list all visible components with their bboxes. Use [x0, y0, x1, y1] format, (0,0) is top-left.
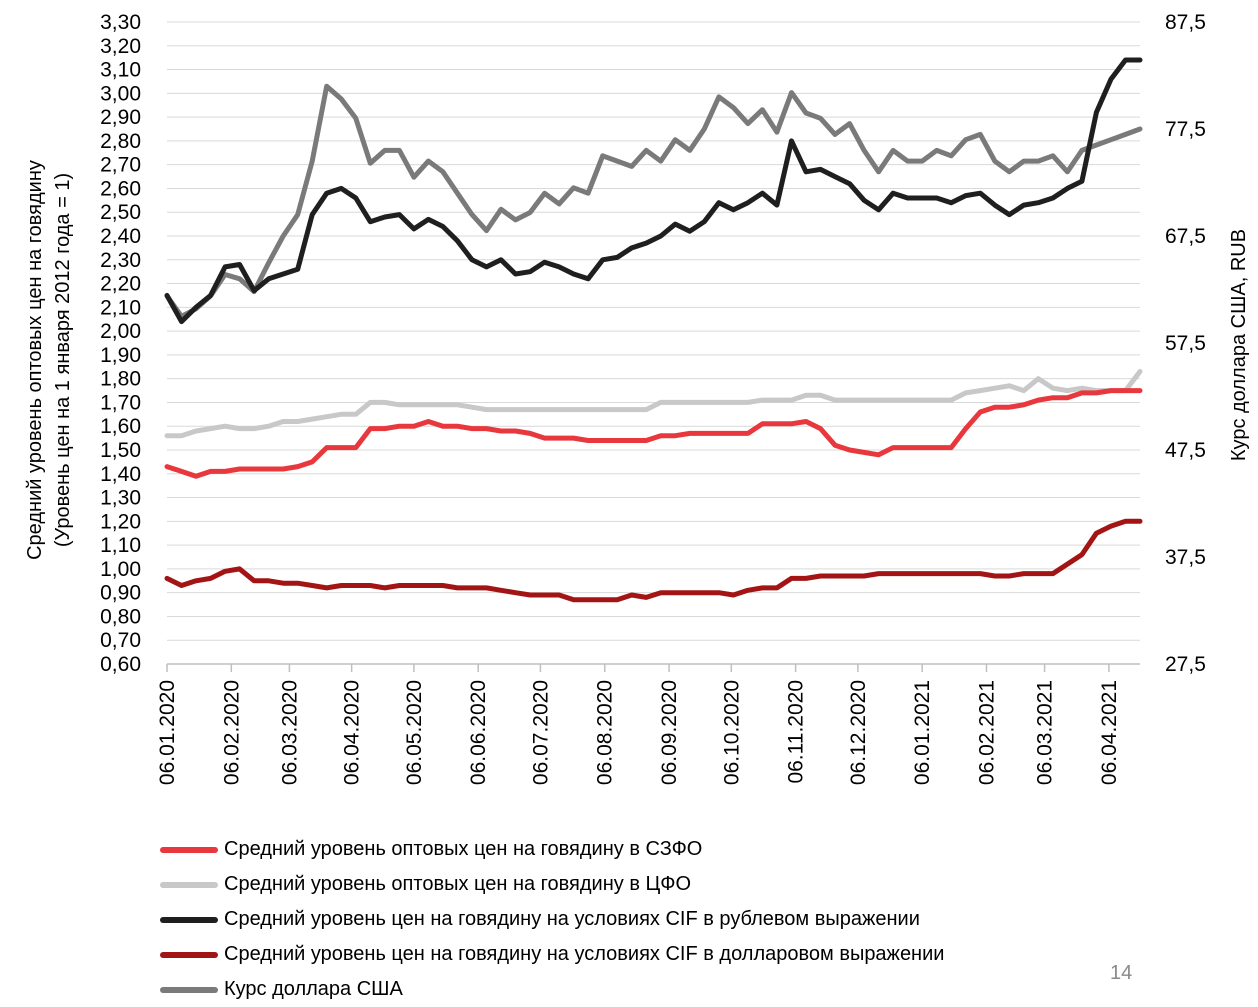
legend-swatch-cfo — [160, 881, 218, 888]
y-right-tick-label: 67,5 — [1165, 225, 1206, 248]
y-axis-left-title-line-2: (Уровень цен на 1 января 2012 года = 1) — [52, 173, 74, 547]
y-left-tick-label: 1,30 — [100, 487, 141, 510]
y-axis-left-title-line-1: Средний уровень оптовых цен на говядину — [24, 160, 46, 560]
x-tick-label: 06.03.2020 — [278, 680, 301, 785]
x-tick-label: 06.08.2020 — [594, 680, 617, 785]
y-left-tick-label: 2,50 — [100, 201, 141, 224]
y-left-tick-label: 3,20 — [100, 35, 141, 58]
y-left-tick-label: 1,80 — [100, 368, 141, 391]
legend-item-cfo: Средний уровень оптовых цен на говядину … — [160, 867, 944, 902]
y-left-tick-label: 3,00 — [100, 82, 141, 105]
y-right-tick-label: 37,5 — [1165, 546, 1206, 569]
y-right-tick-label: 87,5 — [1165, 11, 1206, 34]
series-line-2 — [164, 57, 1143, 325]
legend-item-usd-rate: Курс доллара США — [160, 972, 944, 1007]
x-tick-label: 06.01.2021 — [911, 680, 934, 785]
gridlines — [167, 21, 1140, 665]
y-left-tick-label: 2,40 — [100, 225, 141, 248]
x-tick-label: 06.11.2020 — [785, 680, 808, 784]
x-tick-label: 06.10.2020 — [720, 680, 743, 785]
y-left-tick-label: 2,20 — [100, 273, 141, 296]
y-left-tick-label: 2,30 — [100, 249, 141, 272]
line-chart: 0,600,700,800,901,001,101,201,301,401,50… — [24, 11, 1250, 785]
y-left-tick-label: 1,60 — [100, 415, 141, 438]
y-left-tick-label: 1,10 — [100, 534, 141, 557]
x-tick-label: 06.04.2020 — [341, 680, 364, 785]
x-tick-label: 06.03.2021 — [1034, 680, 1057, 785]
y-left-tick-label: 1,40 — [100, 463, 141, 486]
x-tick-label: 06.05.2020 — [403, 680, 426, 785]
legend-label-usd-rate: Курс доллара США — [224, 978, 403, 1000]
x-tick-label: 06.06.2020 — [467, 680, 490, 785]
x-tick-label: 06.04.2021 — [1098, 680, 1121, 785]
x-tick-label: 06.07.2020 — [529, 680, 552, 785]
legend-label-cfo: Средний уровень оптовых цен на говядину … — [224, 873, 692, 895]
y-right-tick-label: 77,5 — [1165, 118, 1206, 141]
y-left-tick-label: 1,90 — [100, 344, 141, 367]
legend-label-szfo: Средний уровень оптовых цен на говядину … — [224, 838, 703, 860]
legend-label-cif-rub: Средний уровень цен на говядину на услов… — [224, 908, 920, 930]
y-left-tick-label: 0,60 — [100, 653, 141, 676]
legend-item-cif-rub: Средний уровень цен на говядину на услов… — [160, 902, 944, 937]
y-right-tick-label: 27,5 — [1165, 653, 1206, 676]
y-right-tick-label: 57,5 — [1165, 332, 1206, 355]
y-left-tick-label: 1,00 — [100, 558, 141, 581]
x-tick-label: 06.01.2020 — [156, 680, 179, 785]
legend-swatch-usd-rate — [160, 986, 218, 993]
legend: Средний уровень оптовых цен на говядину … — [160, 832, 944, 1007]
legend-swatch-cif-rub — [160, 916, 218, 923]
y-right-tick-label: 47,5 — [1165, 439, 1206, 462]
axes: 0,600,700,800,901,001,101,201,301,401,50… — [100, 11, 1206, 785]
y-axis-right-title: Курс доллара США, RUB — [1228, 229, 1250, 461]
series-line-3 — [164, 518, 1143, 603]
x-tick-label: 06.12.2020 — [847, 680, 870, 785]
series-line-0 — [164, 388, 1143, 479]
y-left-tick-label: 1,70 — [100, 391, 141, 414]
legend-item-cif-usd: Средний уровень цен на говядину на услов… — [160, 937, 944, 972]
x-tick-label: 06.02.2021 — [975, 680, 998, 785]
y-left-tick-label: 3,10 — [100, 59, 141, 82]
y-left-tick-label: 0,80 — [100, 605, 141, 628]
y-left-tick-label: 2,90 — [100, 106, 141, 129]
x-tick-label: 06.02.2020 — [220, 680, 243, 785]
y-left-tick-label: 0,70 — [100, 629, 141, 652]
series-line-4 — [164, 83, 1143, 319]
y-left-tick-label: 1,50 — [100, 439, 141, 462]
y-left-tick-label: 0,90 — [100, 582, 141, 605]
legend-swatch-szfo — [160, 846, 218, 853]
y-left-tick-label: 2,10 — [100, 296, 141, 319]
legend-swatch-cif-usd — [160, 951, 218, 958]
legend-item-szfo: Средний уровень оптовых цен на говядину … — [160, 832, 944, 867]
series-lines — [164, 57, 1143, 603]
y-left-tick-label: 2,80 — [100, 130, 141, 153]
y-left-tick-label: 2,60 — [100, 177, 141, 200]
y-left-tick-label: 2,70 — [100, 154, 141, 177]
y-left-tick-label: 1,20 — [100, 510, 141, 533]
y-left-tick-label: 2,00 — [100, 320, 141, 343]
y-left-tick-label: 3,30 — [100, 11, 141, 34]
x-tick-label: 06.09.2020 — [658, 680, 681, 785]
page-number: 14 — [1110, 962, 1133, 984]
series-line-1 — [164, 369, 1143, 439]
legend-label-cif-usd: Средний уровень цен на говядину на услов… — [224, 943, 945, 965]
